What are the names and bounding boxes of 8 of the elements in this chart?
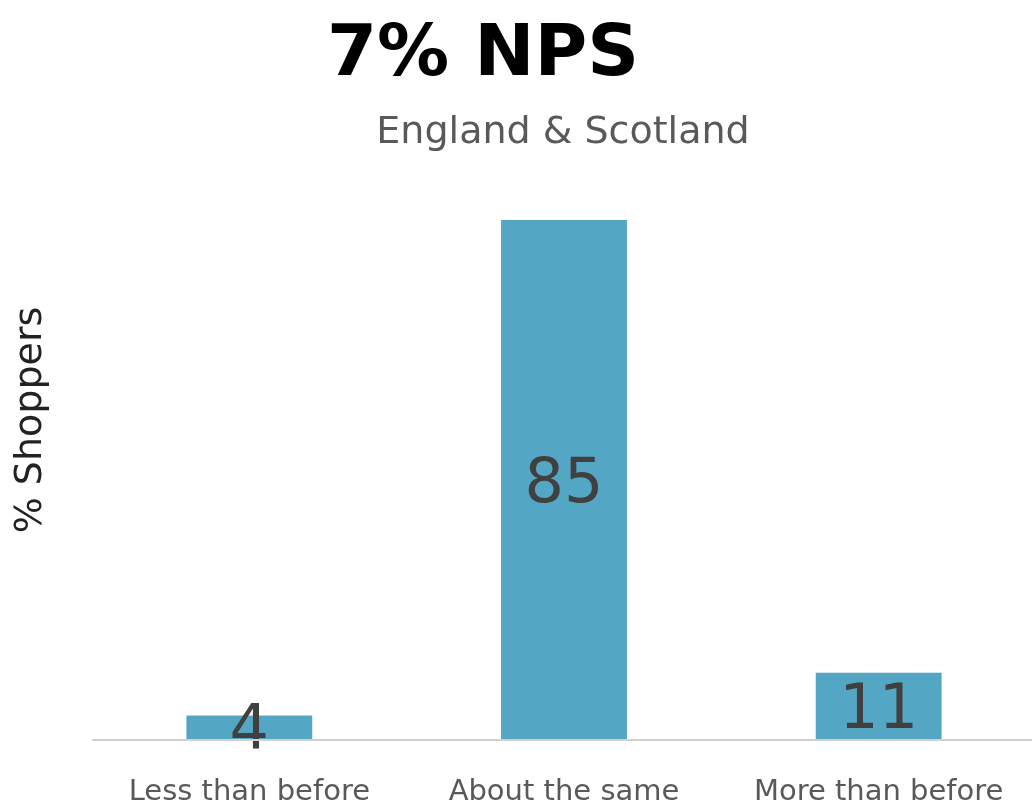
chart-title: 7% NPS (326, 8, 640, 92)
data-label: 11 (839, 669, 919, 743)
y-axis-title: % Shoppers (6, 306, 50, 534)
x-tick-label: Less than before (128, 773, 371, 807)
x-tick-label: About the same (448, 773, 680, 807)
chart-subtitle: England & Scotland (376, 108, 750, 152)
x-tick-label: More than before (753, 773, 1004, 807)
data-label: 85 (524, 443, 604, 517)
